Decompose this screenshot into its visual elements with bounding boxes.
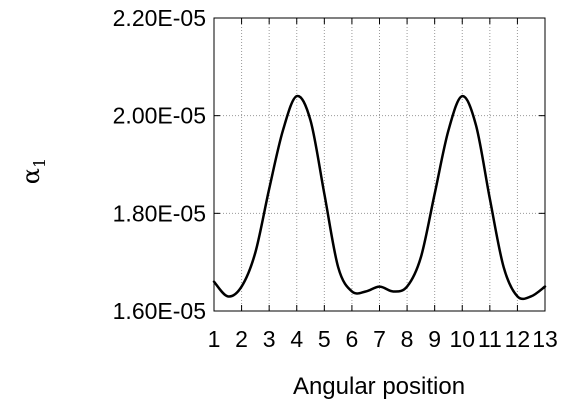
x-tick-label: 7 <box>373 326 386 352</box>
x-tick-label: 1 <box>208 326 221 352</box>
y-tick-label: 1.60E-05 <box>113 298 206 324</box>
x-tick-label: 11 <box>478 326 502 352</box>
y-axis-label-main: α <box>17 168 45 184</box>
y-tick-label: 1.80E-05 <box>113 200 206 226</box>
y-tick-label: 2.20E-05 <box>113 5 206 31</box>
x-tick-label: 13 <box>532 326 558 352</box>
x-tick-label: 5 <box>318 326 331 352</box>
x-tick-label: 2 <box>235 326 248 352</box>
x-tick-label: 8 <box>401 326 414 352</box>
y-axis-label: α1 <box>17 158 49 184</box>
y-axis-label-subscript: 1 <box>30 158 49 168</box>
y-axis-ticks: 1.60E-05 1.80E-05 2.00E-05 2.20E-05 <box>113 5 545 324</box>
x-axis-label: Angular position <box>293 373 465 400</box>
grid-layer <box>214 18 545 311</box>
x-axis-ticks: 1 2 3 4 5 6 7 8 9 10 11 12 13 <box>208 18 558 352</box>
x-tick-label: 6 <box>346 326 359 352</box>
series-line <box>212 94 547 301</box>
svg-text:α1: α1 <box>17 158 49 184</box>
x-tick-label: 4 <box>290 326 303 352</box>
x-tick-label: 10 <box>449 326 475 352</box>
x-tick-label: 3 <box>263 326 276 352</box>
x-tick-label: 12 <box>505 326 531 352</box>
x-tick-label: 9 <box>428 326 441 352</box>
y-tick-label: 2.00E-05 <box>113 103 206 129</box>
